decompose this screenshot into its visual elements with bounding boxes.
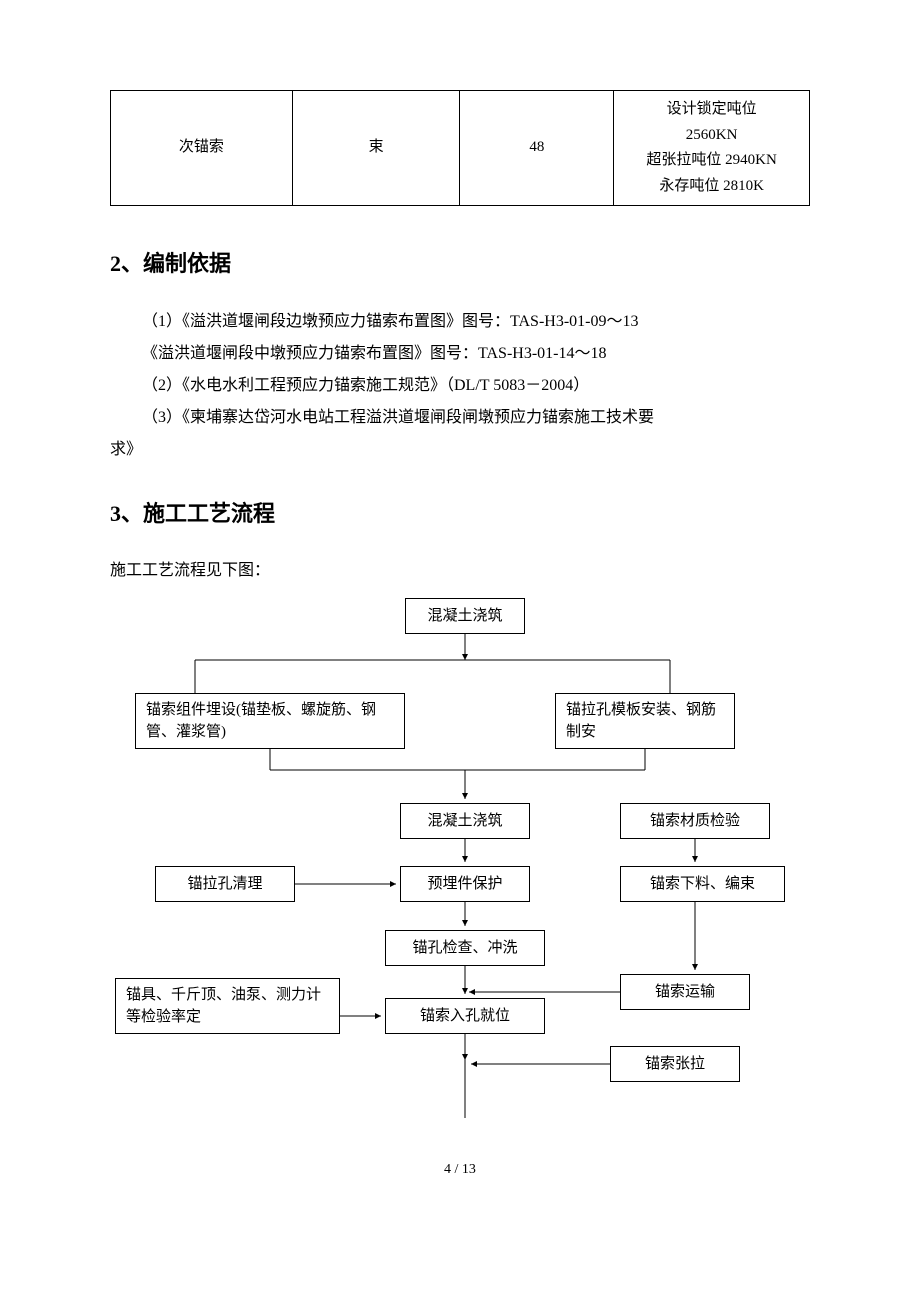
- cell-unit: 束: [292, 91, 460, 206]
- flow-node-n11: 锚具、千斤顶、油泵、测力计等检验率定: [115, 978, 340, 1034]
- section-2-body: （1）《溢洪道堰闸段边墩预应力锚索布置图》图号：TAS-H3-01-09～13 …: [110, 306, 810, 466]
- flow-node-n12: 锚索入孔就位: [385, 998, 545, 1034]
- table-row: 次锚索 束 48 设计锁定吨位 2560KN 超张拉吨位 2940KN 永存吨位…: [111, 91, 810, 206]
- cell-spec: 设计锁定吨位 2560KN 超张拉吨位 2940KN 永存吨位 2810K: [614, 91, 810, 206]
- s2-line: 《溢洪道堰闸段中墩预应力锚索布置图》图号：TAS-H3-01-14～18: [110, 338, 810, 370]
- section-3-title: 3、施工工艺流程: [110, 496, 810, 528]
- flow-node-n1: 混凝土浇筑: [405, 598, 525, 634]
- flow-node-n7: 预埋件保护: [400, 866, 530, 902]
- flow-node-n6: 锚拉孔清理: [155, 866, 295, 902]
- flow-node-n5: 锚索材质检验: [620, 803, 770, 839]
- section-2-title: 2、编制依据: [110, 246, 810, 278]
- document-page: 次锚索 束 48 设计锁定吨位 2560KN 超张拉吨位 2940KN 永存吨位…: [0, 0, 920, 1198]
- flow-node-n4: 混凝土浇筑: [400, 803, 530, 839]
- cell-name: 次锚索: [111, 91, 293, 206]
- flow-node-n13: 锚索张拉: [610, 1046, 740, 1082]
- anchor-table: 次锚索 束 48 设计锁定吨位 2560KN 超张拉吨位 2940KN 永存吨位…: [110, 90, 810, 206]
- flow-node-n9: 锚孔检查、冲洗: [385, 930, 545, 966]
- s2-line: （2）《水电水利工程预应力锚索施工规范》（DL/T 5083－2004）: [110, 370, 810, 402]
- flow-node-n3: 锚拉孔模板安装、钢筋制安: [555, 693, 735, 749]
- flow-node-n2: 锚索组件埋设(锚垫板、螺旋筋、钢管、灌浆管): [135, 693, 405, 749]
- cell-qty: 48: [460, 91, 614, 206]
- s2-line: 求》: [110, 434, 810, 466]
- flow-node-n8: 锚索下料、编束: [620, 866, 785, 902]
- s2-line: （1）《溢洪道堰闸段边墩预应力锚索布置图》图号：TAS-H3-01-09～13: [110, 306, 810, 338]
- s2-line: （3）《柬埔寨达岱河水电站工程溢洪道堰闸段闸墩预应力锚索施工技术要: [110, 402, 810, 434]
- page-number: 4 / 13: [0, 1162, 920, 1178]
- flow-node-n10: 锚索运输: [620, 974, 750, 1010]
- section-3-caption: 施工工艺流程见下图：: [110, 556, 810, 580]
- flowchart: 混凝土浇筑 锚索组件埋设(锚垫板、螺旋筋、钢管、灌浆管) 锚拉孔模板安装、钢筋制…: [110, 598, 810, 1158]
